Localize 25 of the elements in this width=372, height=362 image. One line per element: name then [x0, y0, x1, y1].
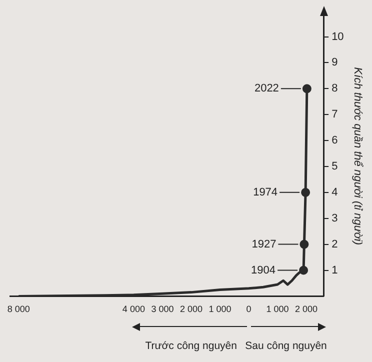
y-axis-title: Kích thước quần thể người (tỉ người) [351, 67, 364, 246]
annotation: 1974 [253, 186, 278, 198]
annotation: 1927 [252, 238, 276, 250]
x-tick-label: 1 000 [208, 304, 232, 314]
x-tick-label: 3 000 [151, 304, 174, 314]
text: Trước công nguyên [145, 340, 237, 352]
x-tick-label: 1 000 [266, 304, 289, 314]
y-tick-label: 1 [332, 264, 338, 276]
y-tick-label: 10 [332, 30, 344, 43]
x-tick-label: 0 [246, 304, 252, 314]
y-tick-label: 2 [332, 238, 338, 250]
x-tick-label: 2 000 [295, 304, 318, 314]
x-tick-label: 2 000 [180, 304, 202, 314]
y-tick-label: 3 [332, 212, 338, 224]
x-tick-label: 4 000 [122, 304, 145, 314]
y-tick-label: 6 [332, 134, 338, 147]
y-tick-label: 5 [332, 160, 338, 173]
annotation: 1904 [251, 264, 276, 276]
x-tick-label: 8 000 [7, 304, 30, 314]
y-tick-label: 8 [332, 82, 338, 95]
y-tick-label: 7 [332, 108, 338, 121]
text: Sau công nguyên [245, 340, 327, 352]
annotation: 2022 [254, 82, 279, 95]
y-tick-label: 9 [332, 56, 338, 69]
y-tick-label: 4 [332, 186, 338, 198]
